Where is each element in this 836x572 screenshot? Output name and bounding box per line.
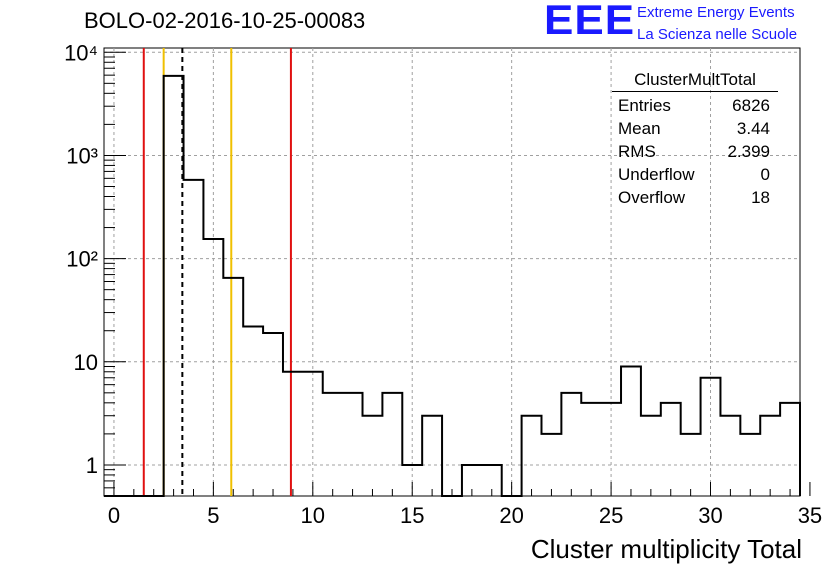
x-axis-label: Cluster multiplicity Total: [530, 534, 802, 564]
stats-row-mean: Mean 3.44: [612, 117, 778, 140]
logo-line-2: La Scienza nelle Scuole: [637, 26, 798, 43]
grid-lines: [104, 48, 800, 496]
x-tick-label: 5: [207, 503, 219, 528]
logo-line-1: Extreme Energy Events: [637, 4, 795, 21]
stats-box-name: ClusterMultTotal: [612, 70, 778, 92]
reference-lines: [142, 48, 292, 496]
stats-box: ClusterMultTotal Entries 6826 Mean 3.44 …: [612, 70, 778, 209]
x-tick-label: 30: [698, 503, 722, 528]
plot-title: BOLO-02-2016-10-25-00083: [84, 8, 366, 33]
axes: 0 5 10 15 20 25 30 35 1 10 10² 10³ 10⁴: [64, 40, 822, 528]
stats-row-rms: RMS 2.399: [612, 140, 778, 163]
histogram-outline: [104, 74, 801, 497]
x-tick-label: 35: [798, 503, 822, 528]
y-tick-label: 10⁴: [64, 40, 98, 65]
stats-row-entries: Entries 6826: [612, 94, 778, 117]
x-tick-label: 25: [599, 503, 623, 528]
stats-value: 18: [751, 188, 770, 207]
stats-label: Underflow: [618, 165, 695, 184]
x-tick-label: 20: [499, 503, 523, 528]
y-tick-label: 10: [74, 350, 98, 375]
stats-value: 0: [760, 165, 770, 184]
x-tick-label: 15: [400, 503, 424, 528]
stats-label: Entries: [618, 96, 671, 115]
stats-label: RMS: [618, 142, 656, 161]
stats-row-overflow: Overflow 18: [612, 186, 778, 209]
stats-value: 6826: [732, 96, 770, 115]
eee-logo-mark: EEE: [544, 0, 636, 44]
stats-label: Mean: [618, 119, 661, 138]
stats-row-underflow: Underflow 0: [612, 163, 778, 186]
stats-value: 3.44: [736, 119, 770, 138]
y-tick-label: 10²: [66, 247, 98, 272]
y-tick-label: 10³: [66, 143, 98, 168]
x-tick-label: 0: [108, 503, 120, 528]
stats-label: Overflow: [618, 188, 686, 207]
y-tick-label: 1: [86, 453, 98, 478]
x-tick-label: 10: [301, 503, 325, 528]
stats-value: 2.399: [727, 142, 770, 161]
